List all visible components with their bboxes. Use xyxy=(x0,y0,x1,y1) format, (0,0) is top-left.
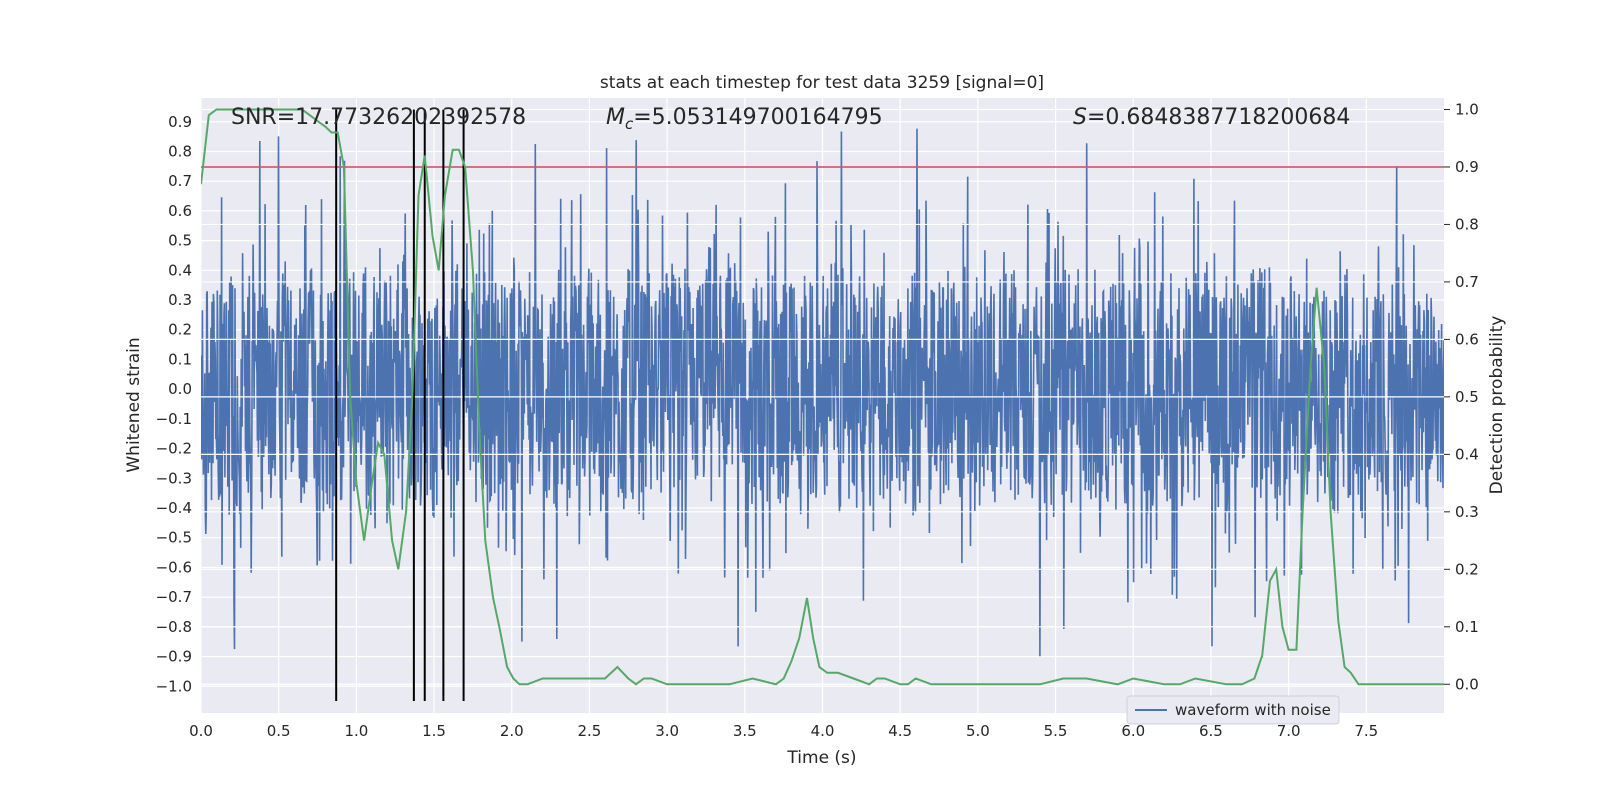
y-tick-label: −0.3 xyxy=(156,469,192,487)
y-tick-label: −0.8 xyxy=(156,618,192,636)
y-tick-label: 0.2 xyxy=(168,321,192,339)
chirp-mass-subscript: c xyxy=(625,115,634,133)
y-right-tick-label: 0.1 xyxy=(1455,618,1479,636)
x-axis-label: Time (s) xyxy=(786,748,856,768)
y-right-tick-label: 1.0 xyxy=(1455,100,1479,118)
y-right-tick-label: 0.0 xyxy=(1455,675,1479,693)
y-right-tick-label: 0.2 xyxy=(1455,560,1479,578)
y-tick-label: 0.4 xyxy=(168,261,192,279)
x-axis-ticks: 0.0 0.5 1.0 1.5 2.0 2.5 3.0 3.5 4.0 4.5 5.0 5.5 6.0 6… xyxy=(189,722,1378,740)
y-tick-label: −1.0 xyxy=(156,677,192,695)
y-tick-label: 0.5 xyxy=(168,232,192,250)
x-tick-label: 0.0 xyxy=(189,722,213,740)
y-tick-label: 0.1 xyxy=(168,350,192,368)
y-right-tick-label: 0.4 xyxy=(1455,445,1479,463)
x-tick-label: 3.5 xyxy=(733,722,757,740)
x-tick-label: 1.5 xyxy=(422,722,446,740)
y-tick-label: 0.7 xyxy=(168,172,192,190)
s-symbol: S xyxy=(1073,105,1087,130)
y-tick-label: −0.7 xyxy=(156,588,192,606)
y-axis-ticks: 0.9 0.8 0.7 0.6 0.5 0.4 0.3 0.2 0.1 0.0 −0.1 −0.2 −0… xyxy=(156,113,192,695)
x-tick-label: 0.5 xyxy=(267,722,291,740)
y-tick-label: 0.9 xyxy=(168,113,192,131)
chart-title: stats at each timestep for test data 325… xyxy=(600,73,1044,93)
y-tick-label: −0.4 xyxy=(156,499,192,517)
snr-annotation: SNR=17.77326202392578 xyxy=(231,105,526,130)
y-tick-label: 0.0 xyxy=(168,380,192,398)
y-right-axis-label: Detection probability xyxy=(1487,316,1507,495)
y-axis-label: Whitened strain xyxy=(124,337,144,472)
y-right-tick-label: 0.6 xyxy=(1455,330,1479,348)
y-tick-label: 0.8 xyxy=(168,142,192,160)
x-tick-label: 5.0 xyxy=(966,722,990,740)
x-tick-label: 7.5 xyxy=(1354,722,1378,740)
detection-probability-series xyxy=(201,108,1444,686)
x-tick-label: 7.0 xyxy=(1277,722,1301,740)
legend-label: waveform with noise xyxy=(1175,701,1331,719)
y-tick-label: 0.3 xyxy=(168,291,192,309)
s-annotation: S=0.6848387718200684 xyxy=(1073,105,1350,130)
y-right-tick-label: 0.9 xyxy=(1455,158,1479,176)
chirp-mass-annotation: Mc=5.053149700164795 xyxy=(606,105,883,133)
y-tick-label: −0.5 xyxy=(156,529,192,547)
y-tick-label: −0.2 xyxy=(156,440,192,458)
y-right-tick-label: 0.7 xyxy=(1455,273,1479,291)
chirp-mass-value: =5.053149700164795 xyxy=(633,105,882,130)
x-tick-label: 5.5 xyxy=(1044,722,1068,740)
legend: waveform with noise xyxy=(1126,695,1340,725)
y-tick-label: 0.6 xyxy=(168,202,192,220)
s-value: =0.6848387718200684 xyxy=(1087,105,1350,130)
legend-box xyxy=(1126,695,1340,725)
y-tick-label: −0.9 xyxy=(156,648,192,666)
x-tick-label: 4.0 xyxy=(811,722,835,740)
y-tick-label: −0.1 xyxy=(156,410,192,428)
y-right-tick-label: 0.5 xyxy=(1455,388,1479,406)
x-tick-label: 1.0 xyxy=(344,722,368,740)
x-tick-label: 6.0 xyxy=(1121,722,1145,740)
x-tick-label: 3.0 xyxy=(655,722,679,740)
y-tick-label: −0.6 xyxy=(156,558,192,576)
chirp-mass-symbol: M xyxy=(606,105,625,130)
y-right-tick-label: 0.3 xyxy=(1455,503,1479,521)
x-tick-label: 6.5 xyxy=(1199,722,1223,740)
x-tick-label: 2.0 xyxy=(500,722,524,740)
y-right-axis-ticks: 1.0 0.9 0.8 0.7 0.6 0.5 0.4 0.3 0.2 0.1 0.0 xyxy=(1444,100,1479,693)
waveform-series xyxy=(201,128,1444,657)
x-tick-label: 4.5 xyxy=(888,722,912,740)
x-tick-label: 2.5 xyxy=(578,722,602,740)
y-right-tick-label: 0.8 xyxy=(1455,215,1479,233)
event-markers xyxy=(335,109,465,701)
